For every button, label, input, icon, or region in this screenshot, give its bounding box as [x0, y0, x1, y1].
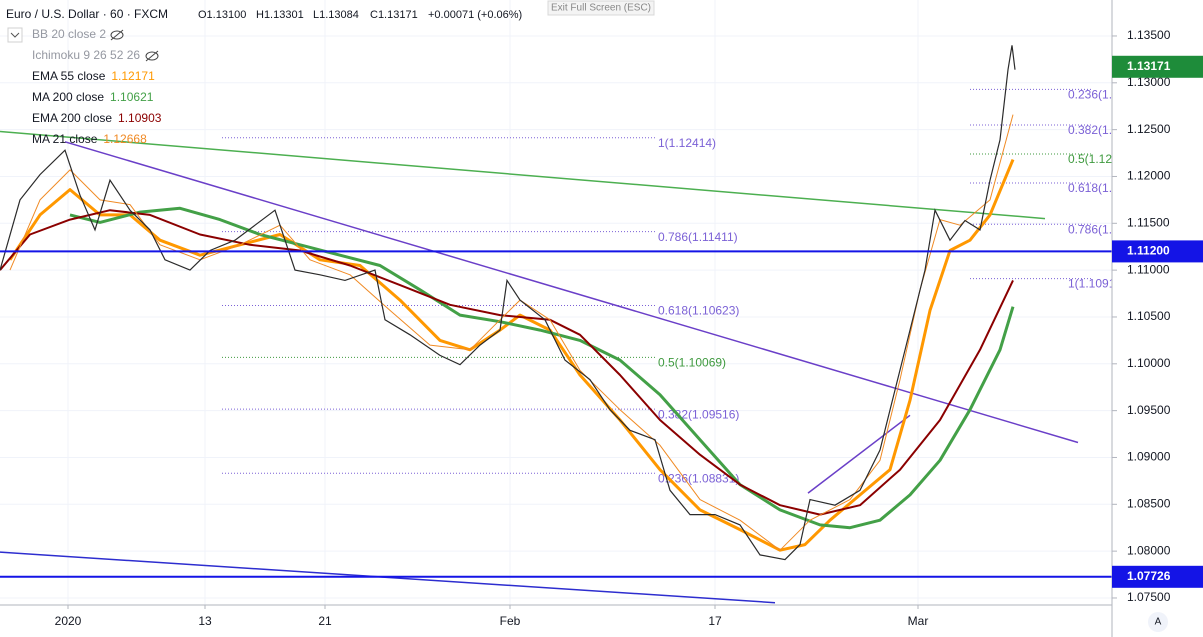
x-tick-label: Feb	[500, 614, 521, 628]
fib-label: 0.382(1.09516)	[658, 407, 739, 421]
legend-value: 1.10903	[118, 111, 162, 125]
y-tick-label: 1.08500	[1127, 496, 1171, 510]
fib-label: 0.236(1.08831)	[658, 471, 739, 485]
legend-value: 1.10621	[110, 90, 154, 104]
collapse-button[interactable]	[7, 27, 23, 43]
grid	[0, 0, 1112, 605]
current-price-tag	[1112, 55, 1203, 78]
x-tick-label: 2020	[55, 614, 82, 628]
trend-line	[807, 414, 911, 494]
header: Euro / U.S. Dollar · 60 · FXCM O1.13100 …	[6, 0, 1168, 632]
y-tick-label: 1.10500	[1127, 309, 1171, 323]
fib-label: 0.382(1.1	[1068, 123, 1119, 137]
price-tag	[1112, 240, 1203, 263]
legend-value: 1.12668	[103, 132, 147, 146]
legend-name: EMA 55 close	[32, 69, 106, 83]
visibility-slash	[110, 29, 124, 41]
legend-name: MA 21 close	[32, 132, 98, 146]
y-tick-label: 1.13000	[1127, 75, 1171, 89]
trend-line	[64, 141, 1079, 444]
y-tick-label: 1.13500	[1127, 28, 1171, 42]
ohlc-high: H1.13301	[256, 9, 304, 21]
legend-name: MA 200 close	[32, 90, 104, 104]
ohlc-change: +0.00071 (+0.06%)	[428, 9, 522, 21]
y-tick-label: 1.08000	[1127, 543, 1171, 557]
legend: BB 20 close 2 Ichimoku 9 26 52 26 EMA 55 c…	[32, 27, 162, 146]
y-tick-label: 1.07500	[1127, 590, 1171, 604]
ohlc-open: O1.13100	[198, 9, 246, 21]
x-tick-label: 17	[708, 614, 722, 628]
fib-label: 0.236(1.1	[1068, 88, 1119, 102]
price-line	[0, 45, 1016, 561]
x-tick-label: Mar	[908, 614, 929, 628]
y-tick-label: 1.09000	[1127, 450, 1171, 464]
trend-line	[0, 130, 1046, 220]
y-tick-label: 1.12000	[1127, 169, 1171, 183]
price-tag-label: 1.07726	[1127, 569, 1171, 583]
legend-name: EMA 200 close	[32, 111, 112, 125]
legend-value: 1.12171	[111, 69, 155, 83]
fib-label: 0.618(1.10623)	[658, 304, 739, 318]
y-tick-label: 1.11000	[1127, 262, 1170, 276]
collapse-icon	[10, 32, 20, 38]
x-tick-label: 21	[318, 614, 332, 628]
fib-label: 0.786(1.11411)	[658, 230, 738, 244]
auto-scale-button[interactable]	[1148, 612, 1168, 632]
price-tag	[1112, 565, 1203, 588]
fib-label: 0.786(1.1	[1068, 222, 1119, 236]
exit-fullscreen-label: Exit Full Screen (ESC)	[551, 3, 651, 14]
y-tick-label: 1.09500	[1127, 403, 1171, 417]
y-tick-label: 1.12500	[1127, 122, 1171, 136]
visibility-icon[interactable]	[145, 51, 159, 61]
indicator-name: Ichimoku 9 26 52 26	[32, 48, 140, 62]
indicator-line	[9, 114, 1014, 551]
ohlc-low: L1.13084	[313, 9, 359, 21]
visibility-icon[interactable]	[110, 30, 124, 40]
auto-scale-label: A	[1155, 617, 1162, 628]
axes: 1.13500 1.13000 1.12500 1.12000 1.11500 1.110…	[55, 28, 1203, 628]
indicator-line	[69, 206, 1015, 530]
ohlc-close: C1.13171	[370, 9, 418, 21]
fib-label: 0.618(1.1	[1068, 181, 1119, 195]
exit-fullscreen[interactable]	[547, 0, 655, 16]
price-tag-label: 1.11200	[1127, 244, 1170, 258]
fib-label: 1(1.10910	[1068, 277, 1122, 291]
fib-label: 0.5(1.122	[1068, 152, 1119, 166]
visibility-slash	[145, 50, 159, 62]
y-tick-label: 1.11500	[1127, 215, 1170, 229]
plot-area: 1(1.12414) 0.786(1.11411) 0.618(1.10623) 0.…	[0, 45, 1122, 604]
fib-label: 0.5(1.10069)	[658, 356, 726, 370]
y-tick-label: 1.10000	[1127, 356, 1171, 370]
fib-label: 1(1.12414)	[658, 136, 716, 150]
current-price-label: 1.13171	[1127, 59, 1171, 73]
indicator-name: BB 20 close 2	[32, 27, 106, 41]
symbol-title: Euro / U.S. Dollar · 60 · FXCM	[6, 7, 168, 21]
x-tick-label: 13	[198, 614, 212, 628]
